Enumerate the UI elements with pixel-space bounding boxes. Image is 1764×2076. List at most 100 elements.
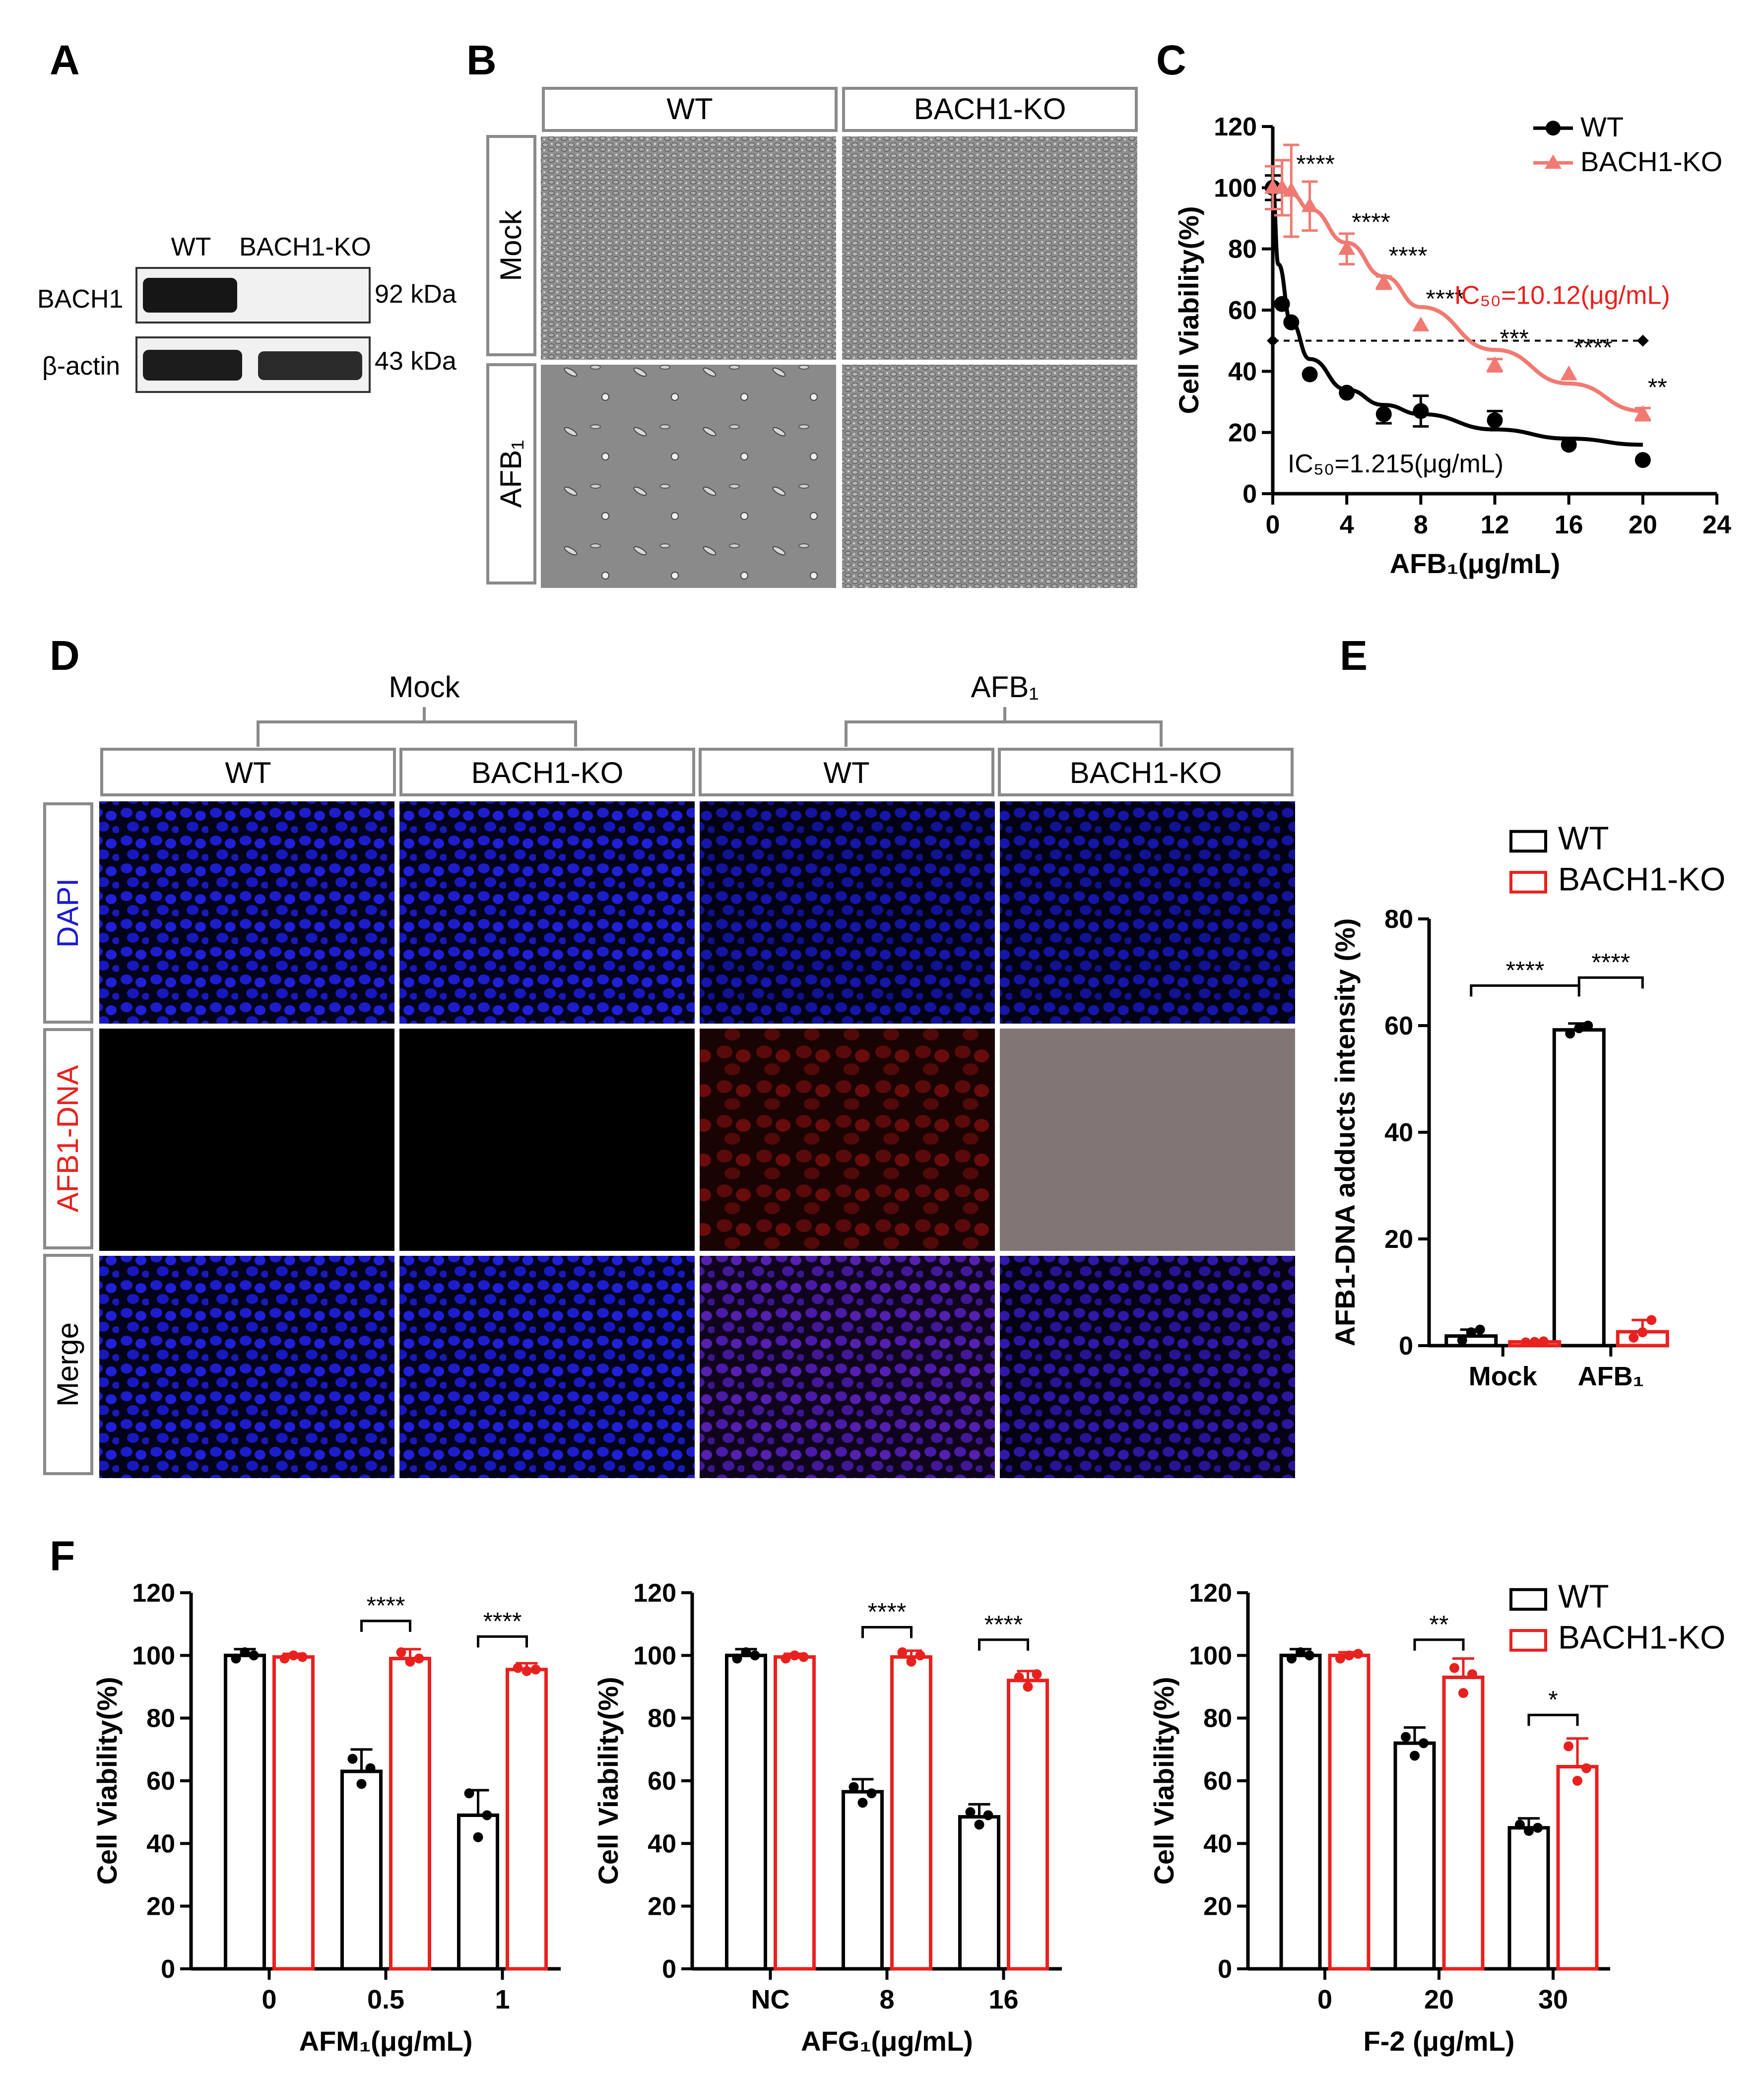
x-tick-label: 16 [988, 1985, 1018, 2014]
bar-ko [1007, 1679, 1049, 1971]
bar-wt [1393, 1741, 1436, 1971]
x-tick-label: 12 [1481, 511, 1509, 539]
b-header-ko-label: BACH1-KO [914, 92, 1066, 126]
significance-bracket [360, 1620, 411, 1632]
x-tick-label: 4 [1340, 511, 1354, 539]
bar-wt [1444, 1334, 1498, 1348]
data-point-ko [405, 1656, 415, 1667]
data-point-wt [1274, 296, 1290, 312]
y-tick-label: 20 [1384, 1225, 1413, 1254]
d-row-dapi-label: DAPI [51, 878, 84, 948]
ic50-label-ko: IC₅₀=10.12(μg/mL) [1454, 281, 1670, 310]
data-point-wt [983, 1810, 993, 1820]
y-tick-label: 120 [1214, 113, 1257, 141]
western-blot: WT BACH1-KO BACH1 β-actin 92 kDa 43 kDa [37, 233, 457, 393]
wb-size-actin: 43 kDa [375, 347, 457, 376]
d-col-header-2-label: BACH1-KO [471, 756, 624, 789]
data-point-ko [396, 1647, 406, 1658]
y-tick-label: 40 [146, 1829, 175, 1858]
y-axis-title: AFB1-DNA adducts intensity (%) [1329, 918, 1361, 1347]
d-col-header-2 [399, 748, 695, 796]
significance-label: **** [483, 1607, 522, 1635]
bar-ko [1556, 1765, 1599, 1971]
chart-c-viability-curve: 0 20 40 60 80 100 120 0 4 8 12 16 20 24 AFB₁(μg/mL) Cel… [1173, 111, 1731, 579]
x-tick-label: 0 [1266, 511, 1280, 539]
data-point-ko [1338, 240, 1356, 255]
x-tick-label: NC [751, 1985, 790, 2014]
panel-label-d: D [50, 632, 80, 679]
data-point-wt [1419, 1738, 1429, 1749]
data-point-wt [1375, 406, 1392, 422]
data-point-ko [1273, 179, 1291, 194]
data-point-wt [365, 1763, 376, 1773]
data-point-wt [1524, 1826, 1534, 1836]
significance-label: **** [1574, 334, 1613, 362]
legend-swatch-ko [1509, 1629, 1547, 1652]
significance-label: **** [1426, 285, 1464, 313]
legend-swatch-wt [1509, 830, 1547, 853]
significance-bracket [1527, 1713, 1579, 1726]
fit-curve-wt [1271, 186, 1643, 447]
data-point-wt [1302, 366, 1318, 383]
b-image-ko-afb [842, 365, 1137, 588]
data-point-ko [288, 1650, 299, 1661]
reference-diamond [1267, 334, 1279, 347]
data-point-wt [1457, 1335, 1467, 1346]
data-point-ko [1353, 1649, 1363, 1659]
wb-label-bach1: BACH1 [37, 285, 123, 314]
legend-label-wt: WT [1580, 111, 1624, 142]
significance-label: **** [1352, 208, 1390, 236]
panel-d-images: Mock AFB₁ WT BACH1-KO WT BACH1-KO DAPI A… [43, 670, 1295, 1478]
b-header-wt [542, 87, 838, 132]
data-point-ko [789, 1650, 800, 1661]
data-point-ko [781, 1653, 791, 1664]
x-tick-label: 20 [1424, 1985, 1454, 2014]
data-point-ko [1283, 182, 1300, 197]
y-axis-title: Cell Viability(%) [1148, 1677, 1179, 1884]
data-point-wt [1561, 437, 1577, 453]
data-point-wt [1401, 1732, 1411, 1742]
data-point-ko [1560, 365, 1577, 381]
y-tick-label: 0 [161, 1955, 175, 1984]
y-tick-label: 80 [648, 1704, 676, 1733]
x-axis-title: AFG₁(μg/mL) [801, 2025, 973, 2057]
error-bar [851, 1778, 874, 1792]
data-point-wt [1283, 314, 1300, 330]
y-tick-label: 80 [1228, 235, 1257, 264]
d-group-mock-label: Mock [389, 670, 460, 704]
significance-label: **** [367, 1592, 405, 1620]
data-point-ko [1581, 1763, 1591, 1773]
d-group-afb-bracket [845, 707, 1163, 747]
y-tick-label: 0 [1218, 1955, 1232, 1984]
x-tick-label: 0.5 [367, 1985, 404, 2014]
data-point-wt [1305, 1650, 1314, 1661]
data-point-wt [231, 1653, 241, 1664]
error-bar [350, 1748, 373, 1772]
data-point-ko [1529, 1337, 1540, 1347]
data-point-wt [249, 1650, 259, 1661]
d-col-header-1-label: WT [225, 756, 271, 789]
significance-bracket [1470, 984, 1580, 997]
data-point-wt [849, 1782, 859, 1792]
data-point-ko [1412, 316, 1430, 331]
d-group-afb-label: AFB₁ [971, 670, 1039, 704]
y-tick-label: 100 [132, 1641, 175, 1670]
y-tick-label: 100 [633, 1641, 676, 1670]
chart-e-adducts: 0 20 40 60 80 Mock AFB₁ AFB1-DNA adducts intens… [1329, 820, 1725, 1391]
legend-label-ko: BACH1-KO [1580, 146, 1722, 177]
bar-wt [1279, 1653, 1322, 1971]
significance-bracket [861, 1625, 913, 1638]
data-point-ko [530, 1664, 541, 1675]
y-tick-label: 60 [146, 1767, 175, 1796]
data-point-ko [1023, 1682, 1033, 1692]
data-point-ko [1458, 1688, 1468, 1698]
y-tick-label: 40 [1384, 1118, 1413, 1147]
data-point-wt [473, 1832, 483, 1842]
x-axis-title: AFM₁(μg/mL) [299, 2025, 473, 2057]
x-tick-label: 20 [1629, 511, 1657, 539]
significance-bracket [978, 1638, 1029, 1651]
panel-label-a: A [50, 37, 80, 83]
data-point-ko [1564, 1741, 1573, 1752]
significance-label: **** [1296, 150, 1335, 178]
